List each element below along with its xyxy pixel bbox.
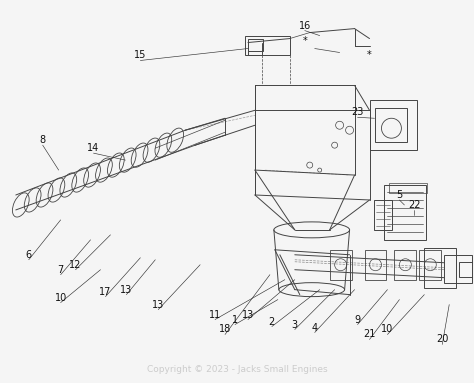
Text: 10: 10	[381, 324, 393, 334]
Bar	[459, 262, 474, 277]
Text: 21: 21	[364, 329, 376, 339]
Text: 10: 10	[55, 293, 67, 303]
Text: 16: 16	[299, 21, 311, 31]
Text: 5: 5	[396, 190, 402, 200]
Text: 23: 23	[351, 107, 364, 117]
Text: 18: 18	[219, 324, 231, 334]
Text: *: *	[367, 51, 372, 61]
Text: 17: 17	[99, 286, 112, 297]
Bar	[329, 250, 352, 280]
Bar	[424, 248, 456, 288]
Bar	[394, 250, 416, 280]
Text: 6: 6	[26, 250, 32, 260]
Text: 12: 12	[69, 260, 82, 270]
Text: *: *	[302, 36, 307, 46]
Bar	[248, 39, 263, 51]
Text: 14: 14	[87, 143, 100, 153]
Bar	[384, 185, 426, 240]
Text: Copyright © 2023 - Jacks Small Engines: Copyright © 2023 - Jacks Small Engines	[146, 365, 328, 374]
Text: 8: 8	[40, 135, 46, 145]
Text: 20: 20	[436, 334, 448, 344]
Text: 9: 9	[355, 314, 361, 324]
Text: 22: 22	[408, 200, 420, 210]
Bar	[365, 250, 386, 280]
Bar	[375, 108, 407, 142]
Text: 11: 11	[209, 309, 221, 319]
Text: 15: 15	[134, 51, 146, 61]
Bar	[419, 250, 441, 280]
Bar	[374, 200, 392, 230]
Bar	[245, 36, 290, 56]
Text: 2: 2	[269, 316, 275, 327]
Text: 13: 13	[242, 309, 254, 319]
Text: 1: 1	[232, 314, 238, 324]
Text: 13: 13	[120, 285, 133, 295]
Text: 4: 4	[311, 322, 318, 332]
Bar	[390, 183, 427, 193]
Bar	[444, 255, 472, 283]
Text: 3: 3	[292, 319, 298, 329]
Text: 13: 13	[152, 300, 164, 309]
Bar	[370, 100, 417, 150]
Text: 7: 7	[57, 265, 64, 275]
